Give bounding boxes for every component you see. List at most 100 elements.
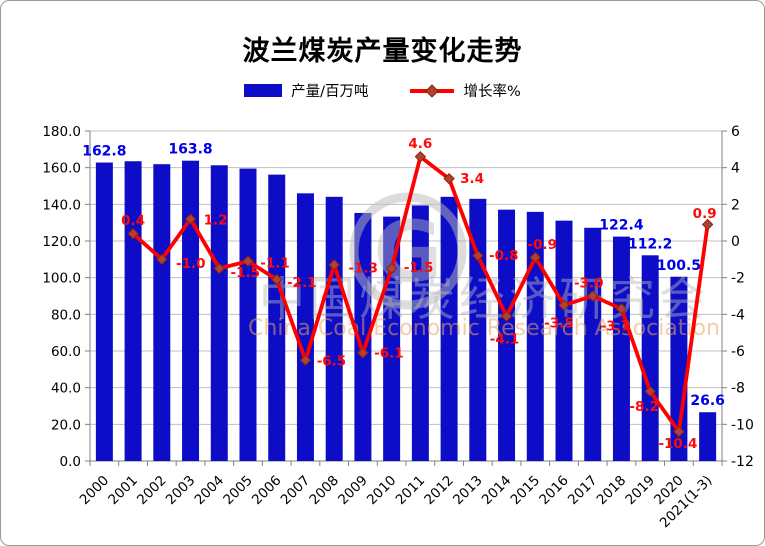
marker-2004 xyxy=(213,262,225,275)
x-axis-label-2019: 2019 xyxy=(622,473,658,509)
marker-2011 xyxy=(414,150,427,163)
x-axis-label-2001: 2001 xyxy=(105,473,141,509)
marker-2014 xyxy=(500,310,513,322)
bar-2005 xyxy=(239,168,257,462)
bar-2004 xyxy=(210,165,228,462)
left-axis-label: 60.0 xyxy=(51,344,81,360)
marker-2010 xyxy=(385,262,398,275)
x-axis-label-2004: 2004 xyxy=(191,473,227,509)
marker-2006 xyxy=(271,273,283,286)
marker-2001 xyxy=(127,227,139,240)
watermark-cn-text: 中国煤炭经济研究会 xyxy=(259,272,709,326)
left-axis-label: 20.0 xyxy=(51,417,81,433)
marker-2016 xyxy=(558,299,570,311)
bar-label-2020: 100.5 xyxy=(657,258,701,274)
right-axis-label: -10 xyxy=(731,417,754,433)
point-label-2021(1-3): 0.9 xyxy=(693,206,717,222)
x-axis-label-2014: 2014 xyxy=(479,473,515,509)
right-axis-label: 6 xyxy=(731,124,740,140)
bar-2012 xyxy=(440,196,458,462)
marker-2018 xyxy=(615,303,628,315)
bar-2017 xyxy=(584,227,602,461)
right-axis-label: -6 xyxy=(731,344,745,360)
point-label-2011: 4.6 xyxy=(408,136,432,152)
right-axis-label: -2 xyxy=(731,271,745,287)
point-label-2019: -8.2 xyxy=(629,399,659,415)
bar-2001 xyxy=(124,161,142,461)
x-axis-label-2006: 2006 xyxy=(249,473,285,509)
marker-2005 xyxy=(242,255,254,267)
marker-2017 xyxy=(587,290,599,302)
x-axis-label-2012: 2012 xyxy=(421,473,457,509)
marker-2015 xyxy=(529,251,541,264)
point-label-2004: -1.5 xyxy=(231,265,261,281)
point-label-2010: -1.5 xyxy=(404,260,434,276)
point-label-2005: -1.1 xyxy=(260,256,290,272)
left-axis-label: 180.0 xyxy=(42,124,81,140)
watermark-logo-ring-icon xyxy=(349,192,467,310)
bar-2019 xyxy=(641,255,659,461)
left-axis-label: 80.0 xyxy=(51,307,81,323)
bar-2020 xyxy=(670,276,688,461)
bar-label-2021(1-3): 26.6 xyxy=(690,393,725,409)
left-axis-label: 40.0 xyxy=(51,381,81,397)
bar-2008 xyxy=(325,196,343,462)
marker-2020 xyxy=(673,425,685,438)
chart-legend: 产量/百万吨 增长率% xyxy=(1,80,764,101)
point-label-2008: -1.3 xyxy=(348,260,378,276)
bar-2002 xyxy=(153,164,171,461)
left-axis-label: 160.0 xyxy=(42,161,81,177)
bar-2021(1-3) xyxy=(699,412,717,461)
marker-2003 xyxy=(184,213,197,225)
x-axis-label-2011: 2011 xyxy=(393,473,429,509)
x-axis-label-2005: 2005 xyxy=(220,473,256,509)
bar-label-2019: 112.2 xyxy=(628,236,672,252)
right-axis-label: -8 xyxy=(731,381,745,397)
point-label-2020: -10.4 xyxy=(658,436,697,452)
right-axis-label: 0 xyxy=(731,234,740,250)
left-axis-label: 120.0 xyxy=(42,234,81,250)
bar-label-2000: 162.8 xyxy=(82,144,126,160)
marker-2012 xyxy=(443,172,455,185)
x-axis-label-2010: 2010 xyxy=(364,473,400,509)
right-axis-label: -12 xyxy=(731,454,754,470)
bar-2003 xyxy=(182,160,200,461)
point-label-2012: 3.4 xyxy=(460,171,484,187)
x-axis-label-2003: 2003 xyxy=(163,473,199,509)
point-label-2018: -3.7 xyxy=(601,318,631,334)
x-axis-label-2015: 2015 xyxy=(507,473,543,509)
bar-label-2018: 122.4 xyxy=(599,218,644,234)
right-axis-label: -4 xyxy=(731,307,745,323)
point-label-2017: -3.0 xyxy=(574,276,604,292)
point-label-2001: 0.4 xyxy=(121,213,145,229)
watermark-en-text: China Coal Economic Research Association xyxy=(248,316,720,341)
x-axis-label-2000: 2000 xyxy=(77,473,113,509)
legend-line-label: 增长率% xyxy=(463,84,521,100)
bar-2014 xyxy=(498,209,516,461)
bar-2015 xyxy=(526,211,544,461)
marker-2019 xyxy=(644,385,656,398)
marker-2021(1-3) xyxy=(701,218,714,231)
point-label-2007: -6.5 xyxy=(317,354,347,370)
bar-label-2003: 163.8 xyxy=(168,142,212,158)
point-label-2006: -2.1 xyxy=(287,275,317,291)
marker-2013 xyxy=(472,249,484,262)
bar-2016 xyxy=(555,220,573,461)
legend-bar-label: 产量/百万吨 xyxy=(291,84,369,100)
x-axis-label-2009: 2009 xyxy=(335,473,371,509)
point-label-2013: -0.8 xyxy=(489,248,519,264)
point-label-2015: -0.9 xyxy=(528,237,558,253)
marker-2009 xyxy=(357,347,369,359)
chart-title: 波兰煤炭产量变化走势 xyxy=(242,36,523,67)
right-axis-label: 2 xyxy=(731,197,740,213)
legend-bar-swatch-icon xyxy=(244,84,283,97)
x-axis-label-2007: 2007 xyxy=(278,473,314,509)
x-axis-label-2013: 2013 xyxy=(450,473,486,509)
bar-2011 xyxy=(411,205,429,461)
point-label-2009: -6.1 xyxy=(374,345,404,361)
x-axis-label-2018: 2018 xyxy=(594,473,630,509)
bar-2007 xyxy=(296,193,314,462)
x-axis-label-2016: 2016 xyxy=(536,473,572,509)
left-axis-label: 100.0 xyxy=(42,271,81,287)
